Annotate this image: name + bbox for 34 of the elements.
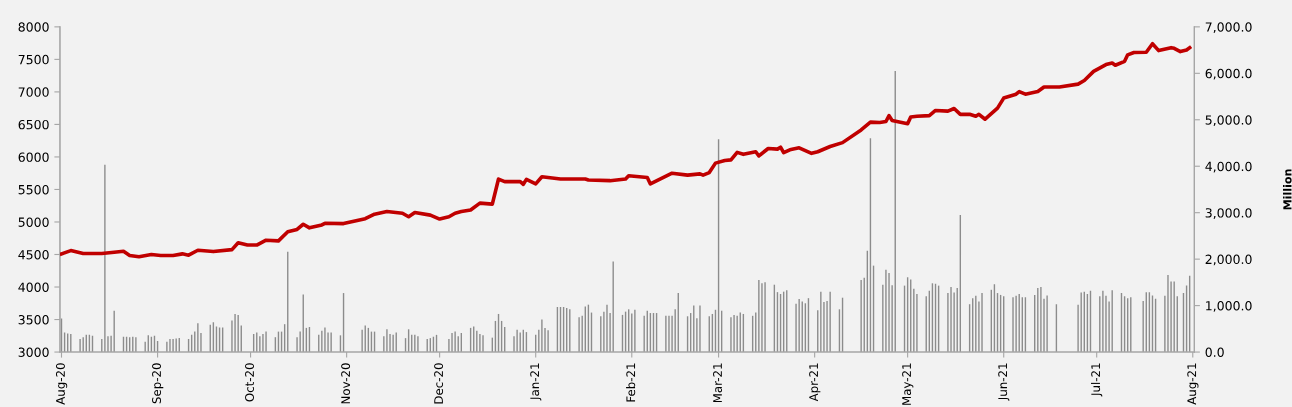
y2-tick-label: 1,000.0 (1206, 301, 1252, 312)
y-tick-label: 3000 (18, 347, 49, 357)
y-tick-label: 4500 (18, 249, 49, 260)
x-tick-label: Apr-21 (809, 363, 821, 402)
y2-axis-title: Million (1283, 169, 1292, 210)
x-tick-label: Dec-20 (434, 363, 444, 404)
y2-tick-label: 7,000.0 (1205, 22, 1252, 34)
x-tick-label: Sep-20 (152, 363, 164, 404)
y-tick-label: 6500 (18, 119, 49, 130)
y2-tick-label: 0.0 (1205, 347, 1224, 357)
x-tick-label: Mar-21 (713, 363, 722, 403)
x-tick-label: Jan-21 (530, 363, 542, 401)
x-tick-label: Aug-20 (55, 363, 68, 405)
y2-tick-label: 3,000.0 (1205, 208, 1252, 219)
y2-tick-label: 5,000.0 (1205, 115, 1252, 126)
x-tick-label: Feb-21 (626, 363, 636, 402)
y-tick-label: 5500 (18, 184, 49, 195)
y-tick-label: 5000 (18, 217, 49, 227)
line-series (59, 41, 1192, 259)
x-tick-label: Oct-20 (245, 363, 254, 402)
x-tick-label: Nov-20 (341, 363, 351, 404)
y2-tick-label: 6,000.0 (1205, 68, 1252, 80)
y-tick-label: 4000 (18, 282, 49, 292)
y-tick-label: 8000 (18, 22, 49, 32)
y-tick-label: 3500 (18, 315, 49, 325)
y-tick-label: 6000 (18, 152, 49, 162)
x-tick-label: Jun-21 (998, 363, 1010, 401)
x-tick-label: Jul-21 (1090, 363, 1103, 397)
y2-tick-label: 2,000.0 (1205, 254, 1252, 266)
y-tick-label: 7500 (18, 54, 49, 65)
x-tick-label: Aug-21 (1187, 363, 1199, 405)
y-tick-label: 7000 (18, 87, 49, 97)
x-tick-label: May-21 (902, 363, 914, 405)
y2-tick-label: 4,000.0 (1205, 161, 1252, 173)
